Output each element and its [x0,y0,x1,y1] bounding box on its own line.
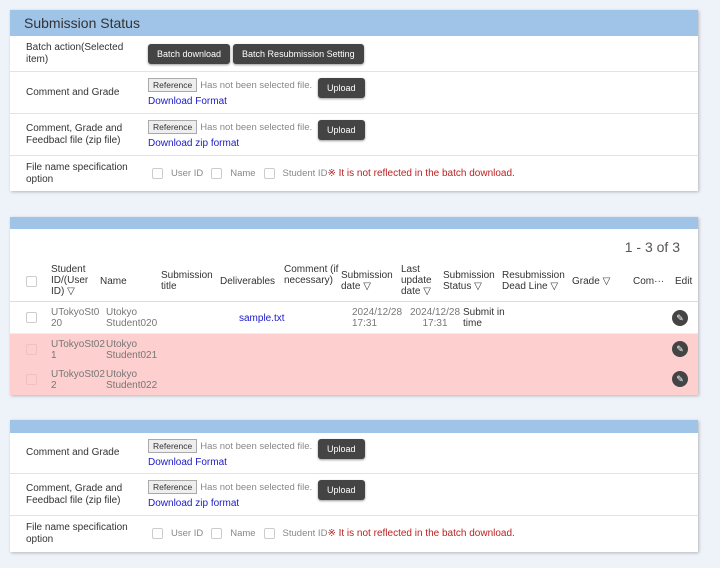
student-name: Utokyo Student021 [106,339,158,361]
download-format-link[interactable]: Download Format [148,96,227,107]
deliverable-link[interactable]: sample.txt [239,313,285,324]
file-status: Has not been selected file. [200,122,313,133]
reference-button[interactable]: Reference [148,480,198,494]
upload-button[interactable]: Upload [318,78,365,98]
batch-action-label: Batch action(Selected item) [26,41,124,65]
student-id: UTokyoSt02 1 [51,339,105,361]
col-submission-title: Submission title [161,270,213,292]
col-name: Name [100,276,127,287]
name-checkbox[interactable] [211,167,223,179]
download-zip-link[interactable]: Download zip format [148,498,240,509]
reference-button[interactable]: Reference [148,438,198,453]
batch-resubmission-button[interactable]: Batch Resubmission Setting [233,43,364,64]
col-submission-date[interactable]: Submission date ▽ [341,270,393,292]
edit-pencil-icon[interactable]: ✎ [672,310,688,326]
comment-grade-label: Comment and Grade [26,86,120,98]
submissions-table-panel: 1 - 3 of 3 Student ID/(User ID) ▽ Name S… [10,217,698,395]
warning-text: ※ It is not reflected in the batch downl… [327,167,515,179]
file-status: Has not been selected file. [200,482,313,493]
table-row: UTokyoSt02 2 Utokyo Student022 ✎ [10,364,698,395]
student-id-checkbox[interactable] [263,167,275,179]
option-label: Student ID [282,167,328,179]
file-status: Has not been selected file. [200,80,313,91]
row-checkbox[interactable] [26,374,37,385]
row-checkbox[interactable] [26,344,37,355]
download-format-link[interactable]: Download Format [148,456,227,468]
col-student-id[interactable]: Student ID/(User ID) ▽ [51,264,89,297]
option-label: User ID [171,528,204,540]
option-label: Name [230,167,256,179]
filename-option-label: File name specification option [26,161,128,185]
name-checkbox[interactable] [211,528,223,540]
table-row: UTokyoSt0 20 Utokyo Student020 sample.tx… [10,302,698,334]
student-name: Utokyo Student022 [106,369,158,391]
select-all-checkbox[interactable] [26,276,37,287]
bottom-upload-panel: Comment and Grade Reference Has not been … [10,420,698,552]
col-grade[interactable]: Grade ▽ [572,276,611,287]
submission-date: 2024/12/28 17:31 [352,307,403,329]
upload-button[interactable]: Upload [318,480,365,500]
submission-status-panel: Submission Status Batch action(Selected … [10,10,698,191]
col-last-update[interactable]: Last update date ▽ [401,264,432,297]
student-id: UTokyoSt0 20 [51,307,100,329]
reference-button[interactable]: Reference [148,78,198,92]
user-id-checkbox[interactable] [152,528,163,540]
student-id: UTokyoSt02 2 [51,369,105,391]
student-id-checkbox[interactable] [263,528,275,540]
edit-pencil-icon[interactable]: ✎ [672,341,688,357]
upload-button[interactable]: Upload [318,120,365,140]
option-label: Name [230,528,256,540]
col-deliverables: Deliverables [220,276,276,287]
download-zip-link[interactable]: Download zip format [148,138,240,149]
table-row: UTokyoSt02 1 Utokyo Student021 ✎ [10,334,698,364]
col-comment-short: Com··· [633,276,665,287]
table-header: Student ID/(User ID) ▽ Name Submission t… [10,262,698,302]
batch-download-button[interactable]: Batch download [148,43,231,64]
col-edit: Edit [675,276,693,287]
option-label: User ID [171,167,204,179]
last-update-date: 2024/12/28 17:31 [409,307,461,329]
option-label: Student ID [282,528,328,540]
submission-status: Submit in time [463,307,505,329]
file-status: Has not been selected file. [200,440,313,452]
col-comment: Comment (if necessary) [284,264,339,286]
user-id-checkbox[interactable] [152,167,163,179]
student-name: Utokyo Student020 [106,307,158,329]
comment-zip-label: Comment, Grade and Feedbacl file (zip fi… [26,482,123,506]
row-checkbox[interactable] [26,312,37,323]
edit-pencil-icon[interactable]: ✎ [672,371,688,387]
pager: 1 - 3 of 3 [624,239,680,255]
comment-grade-label: Comment and Grade [26,447,120,458]
col-status[interactable]: Submission Status ▽ [443,270,495,292]
upload-button[interactable]: Upload [318,438,365,459]
panel-title: Submission Status [10,10,698,36]
col-resubmission[interactable]: Resubmission Dead Line ▽ [502,270,565,292]
filename-option-label: File name specification option [26,522,128,545]
comment-zip-label: Comment, Grade and Feedbacl file (zip fi… [26,122,123,146]
reference-button[interactable]: Reference [148,120,198,134]
warning-text: ※ It is not reflected in the batch downl… [327,528,515,540]
